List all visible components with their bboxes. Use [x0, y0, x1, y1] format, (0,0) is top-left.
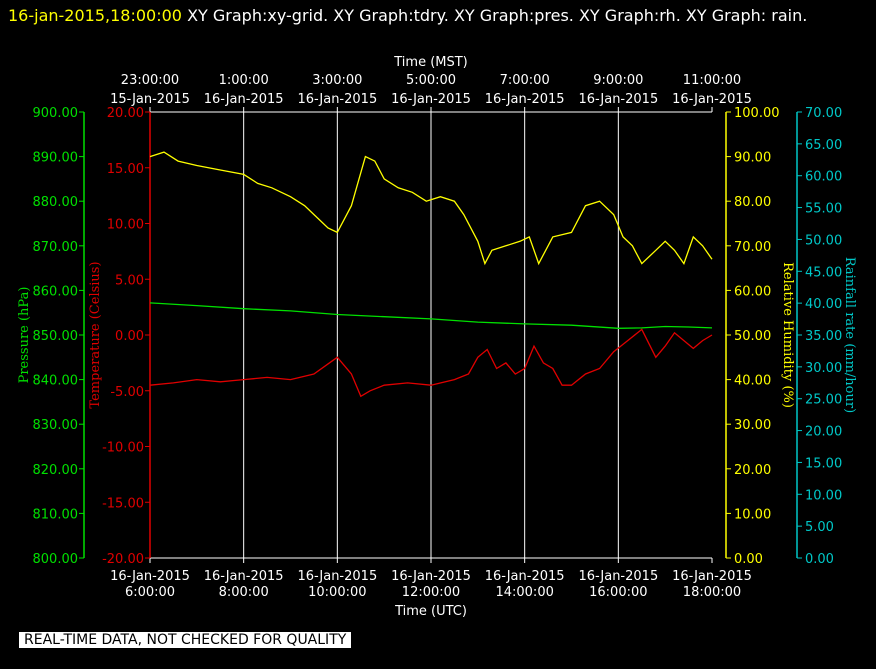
- humidity-tick-label: 50.00: [734, 329, 771, 344]
- rain-tick-label: 45.00: [805, 265, 842, 280]
- temperature-tick-label: 20.00: [107, 106, 144, 121]
- x-bottom-tick-date: 16-Jan-2015: [485, 569, 565, 584]
- x-top-tick-time: 11:00:00: [683, 73, 741, 88]
- header-graph-titles: XY Graph:xy-grid. XY Graph:tdry. XY Grap…: [187, 6, 808, 25]
- x-bottom-tick-time: 14:00:00: [495, 585, 553, 600]
- x-bottom-tick-date: 16-Jan-2015: [578, 569, 658, 584]
- x-bottom-tick-time: 6:00:00: [125, 585, 175, 600]
- rain-tick-label: 60.00: [805, 170, 842, 185]
- header-timestamp: 16-jan-2015,18:00:00: [8, 6, 182, 25]
- humidity-tick-label: 10.00: [734, 507, 771, 522]
- rain-tick-label: 35.00: [805, 329, 842, 344]
- x-top-tick-date: 16-Jan-2015: [297, 92, 377, 107]
- rain-tick-label: 25.00: [805, 393, 842, 408]
- temperature-tick-label: 15.00: [107, 162, 144, 177]
- humidity-tick-label: 60.00: [734, 284, 771, 299]
- rain-tick-label: 55.00: [805, 202, 842, 217]
- rain-tick-label: 50.00: [805, 233, 842, 248]
- pressure-tick-label: 860.00: [33, 284, 79, 299]
- pressure-tick-label: 880.00: [33, 195, 79, 210]
- x-bottom-tick-time: 8:00:00: [219, 585, 269, 600]
- rain-axis-label: Rainfall rate (mm/hour): [842, 257, 857, 413]
- header-title: 16-jan-2015,18:00:00 XY Graph:xy-grid. X…: [8, 2, 868, 29]
- x-top-axis-title: Time (MST): [393, 55, 468, 70]
- x-bottom-tick-date: 16-Jan-2015: [672, 569, 752, 584]
- pressure-tick-label: 830.00: [33, 418, 79, 433]
- rain-tick-label: 30.00: [805, 361, 842, 376]
- x-top-tick-time: 3:00:00: [312, 73, 362, 88]
- x-bottom-tick-date: 16-Jan-2015: [391, 569, 471, 584]
- x-top-tick-date: 16-Jan-2015: [204, 92, 284, 107]
- rain-tick-label: 20.00: [805, 425, 842, 440]
- humidity-tick-label: 80.00: [734, 195, 771, 210]
- pressure-axis-label: Pressure (hPa): [17, 287, 32, 384]
- pressure-tick-label: 800.00: [33, 552, 79, 567]
- temperature-tick-label: -10.00: [102, 441, 144, 456]
- pressure-tick-label: 850.00: [33, 329, 79, 344]
- x-bottom-tick-time: 10:00:00: [308, 585, 366, 600]
- x-bottom-tick-date: 16-Jan-2015: [110, 569, 190, 584]
- temperature-tick-label: -20.00: [102, 552, 144, 567]
- x-bottom-tick-time: 18:00:00: [683, 585, 741, 600]
- humidity-series-line: [149, 151, 713, 266]
- humidity-tick-label: 40.00: [734, 374, 771, 389]
- x-bottom-axis-title: Time (UTC): [394, 604, 467, 619]
- humidity-tick-label: 70.00: [734, 240, 771, 255]
- temperature-series-line: [149, 328, 713, 398]
- pressure-tick-label: 900.00: [33, 106, 79, 121]
- x-top-tick-time: 9:00:00: [593, 73, 643, 88]
- humidity-tick-label: 20.00: [734, 463, 771, 478]
- pressure-tick-label: 890.00: [33, 151, 79, 166]
- x-top-tick-date: 16-Jan-2015: [672, 92, 752, 107]
- rain-tick-label: 5.00: [805, 520, 834, 535]
- pressure-tick-label: 840.00: [33, 374, 79, 389]
- humidity-axis-label: Relative Humidity (%): [780, 262, 795, 408]
- x-top-tick-date: 15-Jan-2015: [110, 92, 190, 107]
- x-bottom-tick-date: 16-Jan-2015: [297, 569, 377, 584]
- rain-tick-label: 70.00: [805, 106, 842, 121]
- x-bottom-tick-time: 16:00:00: [589, 585, 647, 600]
- humidity-tick-label: 90.00: [734, 151, 771, 166]
- humidity-tick-label: 0.00: [734, 552, 763, 567]
- x-top-tick-time: 1:00:00: [219, 73, 269, 88]
- humidity-tick-label: 100.00: [734, 106, 780, 121]
- x-top-tick-date: 16-Jan-2015: [578, 92, 658, 107]
- temperature-tick-label: 10.00: [107, 218, 144, 233]
- temperature-tick-label: 5.00: [115, 273, 144, 288]
- x-top-tick-time: 5:00:00: [406, 73, 456, 88]
- temperature-tick-label: -15.00: [102, 496, 144, 511]
- humidity-tick-label: 30.00: [734, 418, 771, 433]
- temperature-tick-label: -5.00: [110, 385, 144, 400]
- x-top-tick-time: 23:00:00: [121, 73, 179, 88]
- pressure-tick-label: 820.00: [33, 463, 79, 478]
- rain-tick-label: 0.00: [805, 552, 834, 567]
- x-top-tick-date: 16-Jan-2015: [391, 92, 471, 107]
- x-top-tick-time: 7:00:00: [500, 73, 550, 88]
- pressure-tick-label: 870.00: [33, 240, 79, 255]
- rain-tick-label: 15.00: [805, 456, 842, 471]
- x-bottom-tick-date: 16-Jan-2015: [204, 569, 284, 584]
- rain-tick-label: 40.00: [805, 297, 842, 312]
- quality-notice: REAL-TIME DATA, NOT CHECKED FOR QUALITY: [19, 632, 352, 648]
- pressure-tick-label: 810.00: [33, 507, 79, 522]
- x-top-tick-date: 16-Jan-2015: [485, 92, 565, 107]
- temperature-tick-label: 0.00: [115, 329, 144, 344]
- x-bottom-tick-time: 12:00:00: [402, 585, 460, 600]
- rain-tick-label: 65.00: [805, 138, 842, 153]
- temperature-axis-label: Temperature (Celsius): [88, 261, 103, 408]
- rain-tick-label: 10.00: [805, 488, 842, 503]
- pressure-series-line: [149, 302, 713, 329]
